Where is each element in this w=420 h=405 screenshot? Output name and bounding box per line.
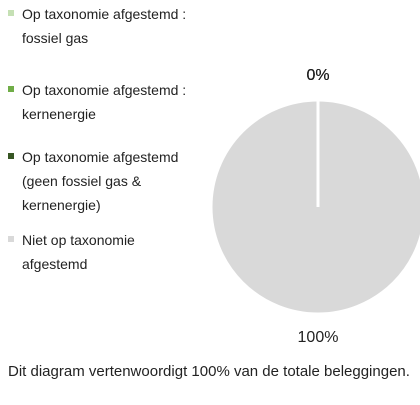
- legend-swatch: [8, 10, 14, 16]
- legend-swatch: [8, 86, 14, 92]
- legend-swatch: [8, 153, 14, 159]
- value-label: 0%: [306, 67, 329, 84]
- caption: Dit diagram vertenwoordigt 100% van de t…: [8, 363, 410, 380]
- legend-label: Op taxonomie afgestemd (geen fossiel gas…: [22, 149, 179, 213]
- legend-label: Niet op taxonomie afgestemd: [22, 232, 135, 272]
- legend-label: Op taxonomie afgestemd : fossiel gas: [22, 6, 187, 46]
- value-label: 0%: [306, 67, 329, 84]
- pie-slice: [209, 98, 420, 316]
- value-label: 100%: [298, 329, 339, 346]
- legend-swatch: [8, 236, 14, 242]
- legend-label: Op taxonomie afgestemd : kernenergie: [22, 82, 187, 122]
- value-label: 0%: [306, 67, 329, 84]
